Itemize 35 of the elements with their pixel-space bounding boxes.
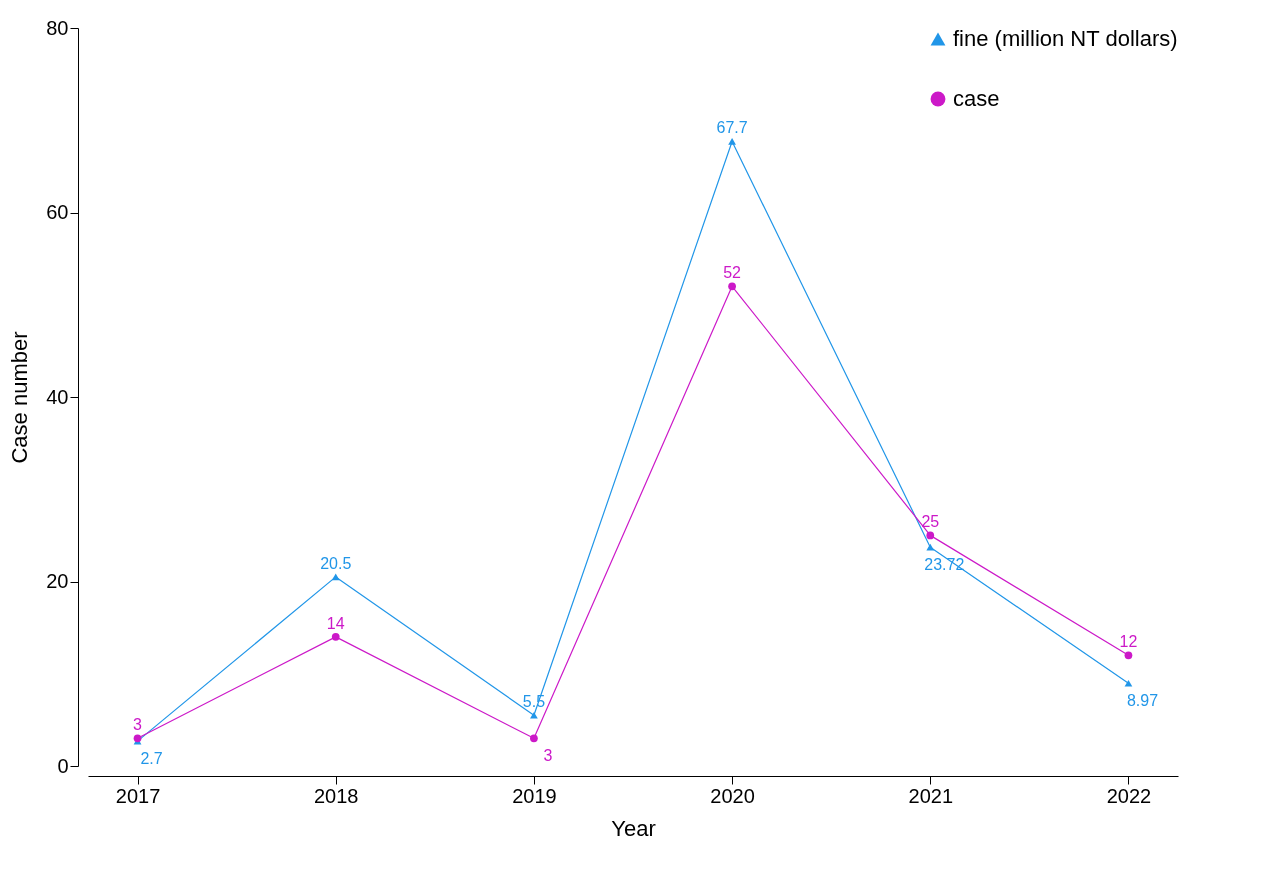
- point: [530, 711, 538, 719]
- x-tick-label: 2021: [908, 784, 954, 807]
- y-tick-label: 80: [46, 16, 69, 39]
- data-label: 20.5: [320, 554, 352, 572]
- data-label: 3: [133, 716, 143, 734]
- point: [331, 632, 340, 641]
- point: [926, 531, 935, 540]
- point: [728, 138, 736, 145]
- data-label: 12: [1119, 633, 1138, 651]
- y-tick-label: 60: [46, 201, 69, 223]
- x-tick-label: 2017: [115, 784, 161, 807]
- point: [1124, 679, 1133, 687]
- point: [728, 282, 736, 291]
- x-tick-label: 2020: [710, 784, 755, 807]
- data-label: 25: [921, 513, 940, 531]
- x-tick-label: 2018: [313, 784, 359, 807]
- y-tick-label: 40: [46, 385, 69, 408]
- point: [926, 543, 935, 551]
- data-label: 8.97: [1126, 692, 1159, 710]
- y-tick-label: 0: [57, 754, 69, 777]
- x-tick-label: 2022: [1106, 784, 1152, 807]
- x-axis-title: Year: [611, 815, 656, 841]
- y-tick-label: 20: [46, 570, 69, 592]
- x-tick-label: 2019: [512, 784, 557, 807]
- data-label: 67.7: [716, 119, 748, 137]
- legend-label: fine (million NT dollars): [953, 26, 1178, 51]
- point: [530, 734, 538, 743]
- y-axis-title: Case number: [7, 331, 33, 464]
- data-label: 3: [543, 747, 553, 765]
- data-label: 2.7: [140, 750, 163, 768]
- data-label: 14: [326, 614, 345, 632]
- data-label: 52: [723, 264, 742, 282]
- legend-label: case: [953, 86, 1000, 111]
- point: [331, 573, 340, 581]
- point: [1124, 651, 1133, 660]
